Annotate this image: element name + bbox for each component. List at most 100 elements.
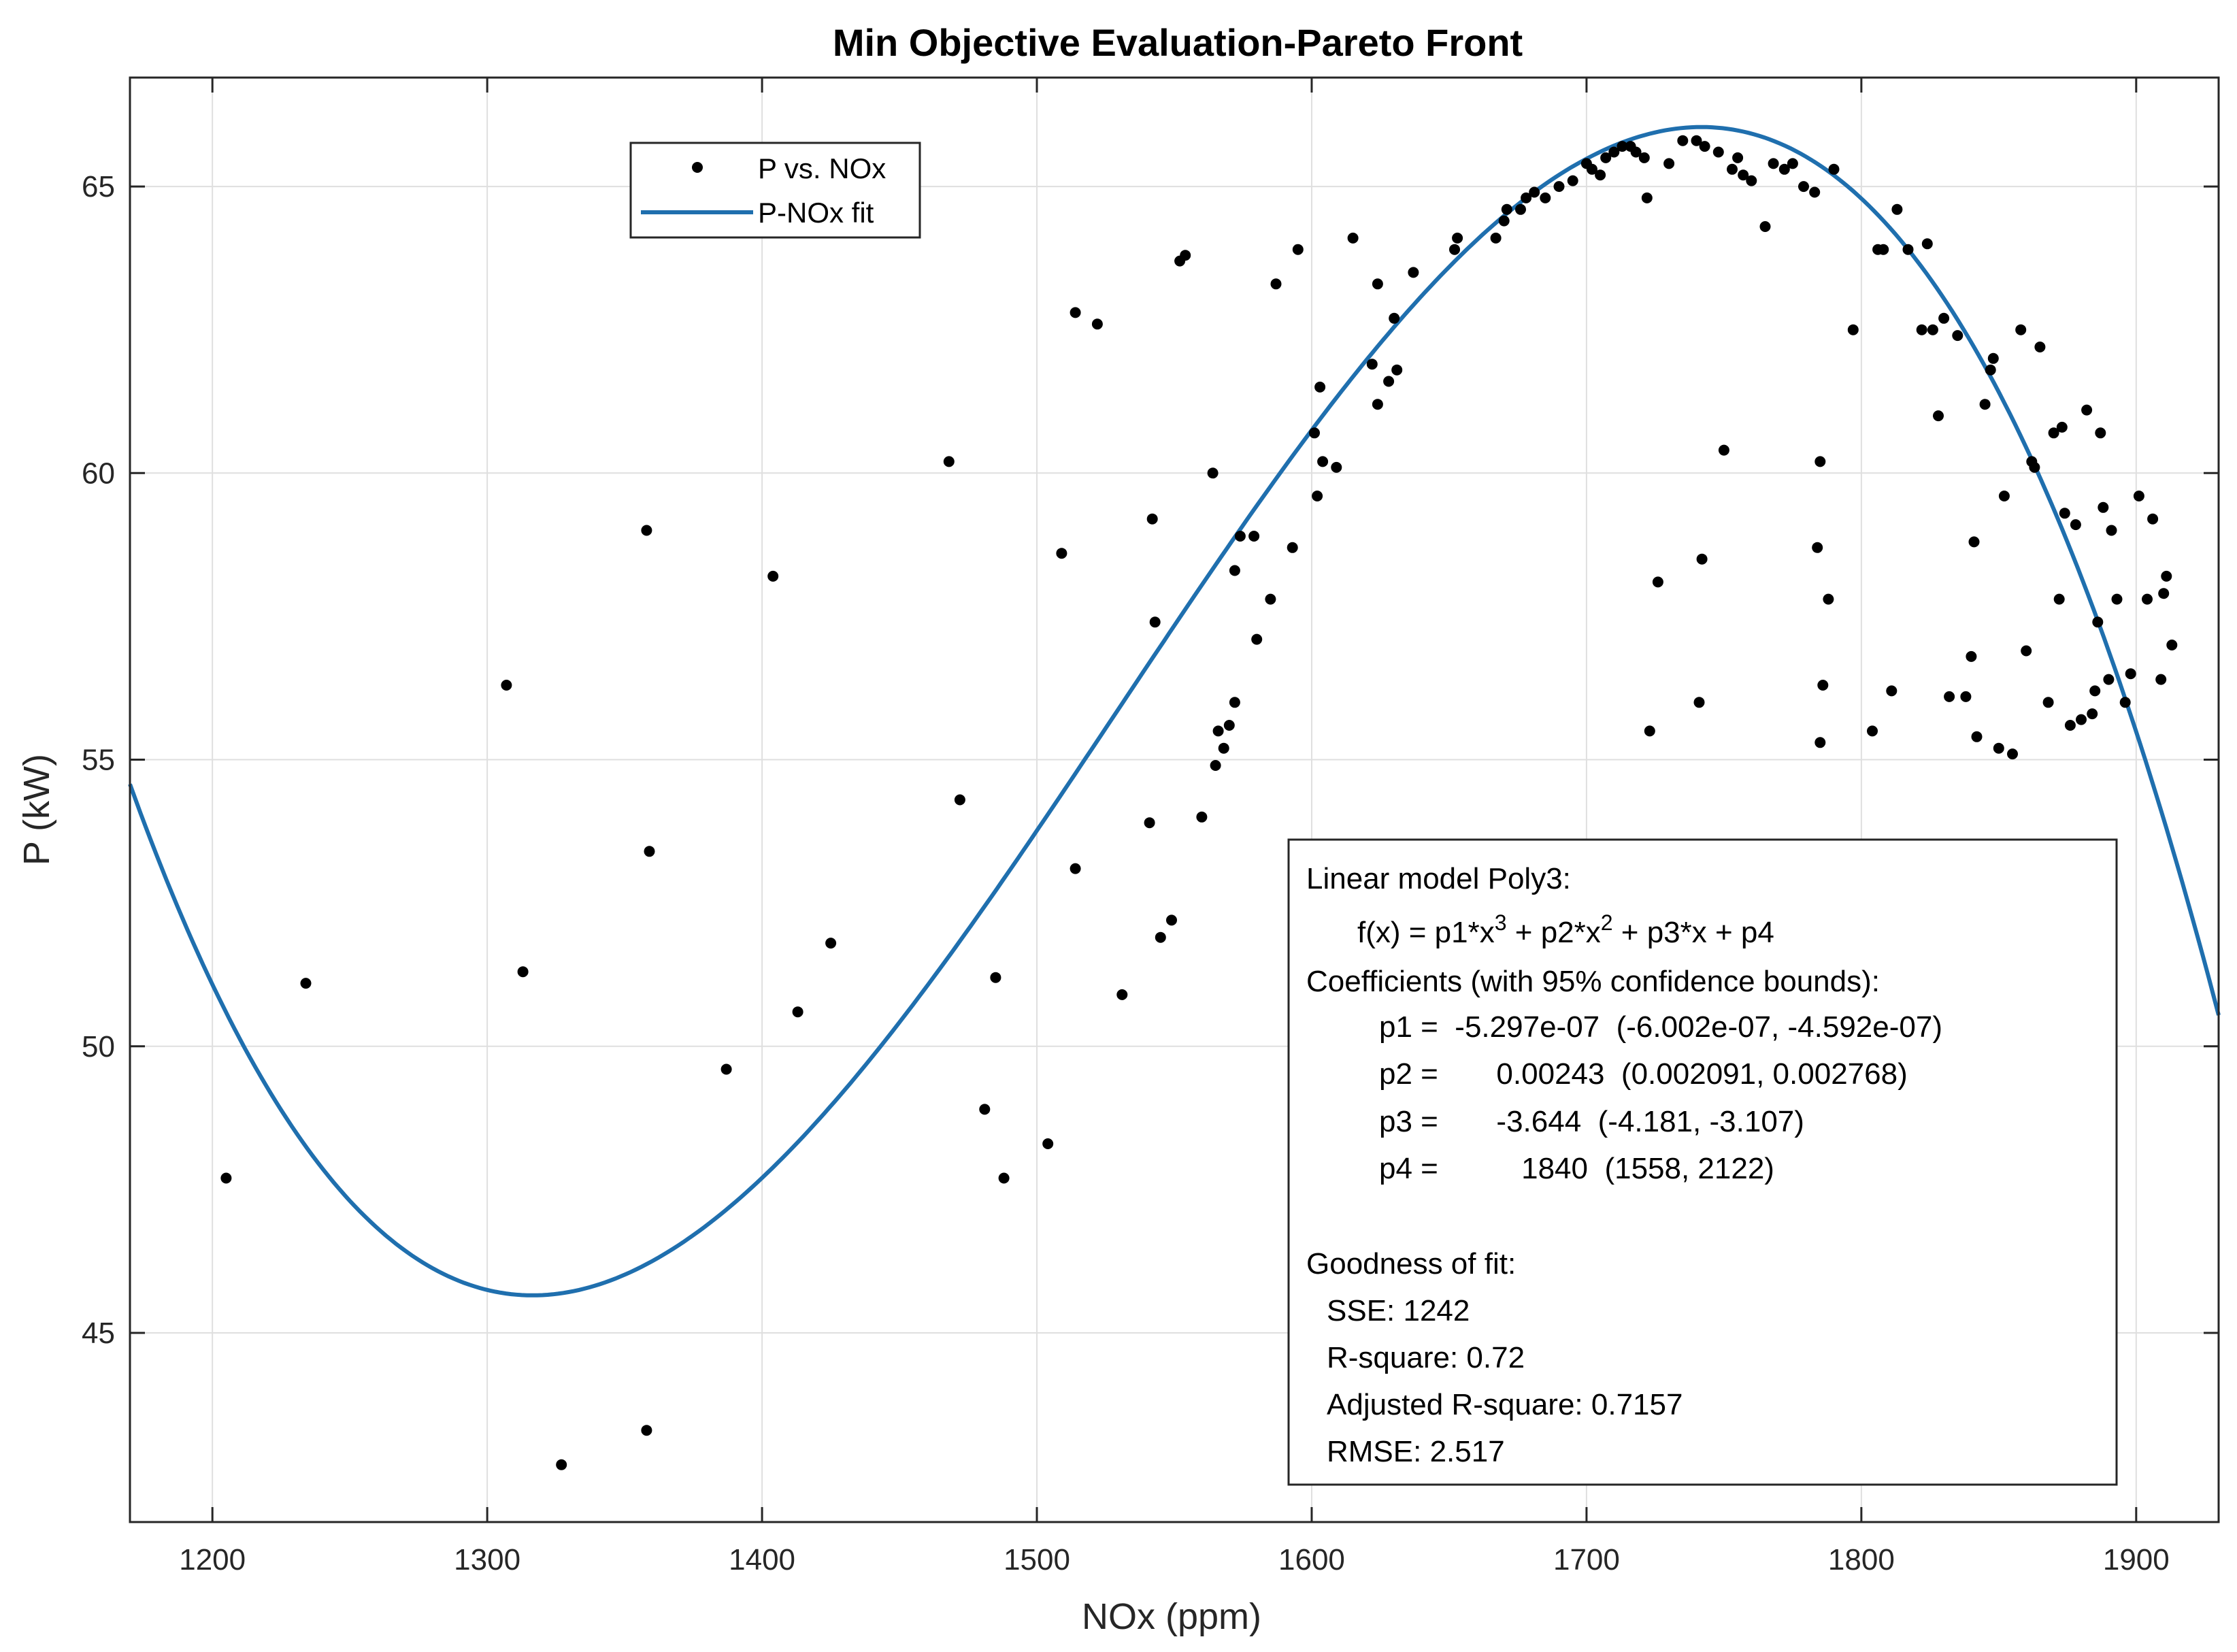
data-point (1927, 324, 1938, 335)
data-point (1746, 175, 1757, 186)
legend-marker-scatter (692, 162, 703, 173)
data-point (1452, 232, 1463, 244)
data-point (1998, 491, 2010, 501)
data-point (2048, 427, 2059, 439)
data-point (2076, 714, 2087, 725)
fit-model-name: Linear model Poly3: (1306, 862, 1571, 895)
legend-box (629, 142, 921, 239)
data-point (1809, 186, 1821, 198)
data-point (641, 525, 652, 536)
data-point (1867, 725, 1878, 737)
data-point (1815, 737, 1826, 748)
data-point (1155, 931, 1166, 943)
x-axis-ticks: 1200 1300 1400 1500 1600 1700 1800 1900 (179, 78, 2170, 1576)
data-point (1567, 175, 1578, 186)
data-point (1878, 244, 1889, 255)
data-point (1699, 141, 1710, 152)
data-point (1968, 536, 1980, 548)
data-point (1196, 811, 1208, 823)
data-point (1091, 318, 1103, 330)
data-point (1116, 989, 1128, 1000)
data-point (2015, 324, 2027, 335)
data-point (767, 570, 779, 582)
data-point (1587, 163, 1597, 175)
fit-curve (128, 125, 2221, 1298)
fit-equation-part2: + p2*x (1507, 916, 1601, 949)
data-point (2166, 640, 2178, 650)
data-point (1146, 513, 1158, 525)
coefficient-p4: p4 = 1840 (1558, 2122) (1379, 1152, 1774, 1185)
x-tick-label: 1400 (729, 1543, 795, 1576)
coefficient-p2: p2 = 0.00243 (0.002091, 0.002768) (1379, 1057, 1908, 1091)
data-point (1070, 307, 1081, 318)
data-point (1993, 742, 2004, 754)
data-point (1727, 163, 1738, 175)
data-point (954, 794, 965, 806)
data-point (1529, 186, 1540, 198)
data-point (1938, 312, 1950, 324)
coefficient-p1: p1 = -5.297e-07 (-6.002e-07, -4.592e-07) (1379, 1010, 1942, 1044)
fit-equation-exp2: 2 (1601, 910, 1613, 935)
data-point (1902, 244, 1914, 255)
data-point (1210, 760, 1221, 771)
data-point (1732, 152, 1744, 163)
y-axis-ticks: 45 50 55 60 65 (82, 170, 2219, 1350)
data-point (998, 1172, 1010, 1184)
data-point (1693, 697, 1705, 708)
chart-title: Min Objective Evaluation-Pareto Front (833, 21, 1523, 64)
data-point (1600, 152, 1612, 163)
data-point (1383, 376, 1395, 387)
data-point (1056, 548, 1067, 559)
data-point (1287, 542, 1298, 553)
y-tick-label: 60 (82, 457, 115, 490)
data-point (1759, 221, 1771, 232)
data-point (1916, 324, 1927, 335)
data-point (1391, 364, 1403, 376)
data-point (2042, 697, 2054, 708)
x-tick-label: 1900 (2103, 1543, 2170, 1576)
data-point (1501, 203, 1512, 215)
data-point (1498, 215, 1510, 227)
data-point (825, 938, 837, 949)
data-point (1886, 685, 1898, 697)
stat-r-square: R-square: 0.72 (1327, 1341, 1525, 1374)
data-point (1952, 330, 1963, 342)
data-point (556, 1459, 567, 1470)
legend-label-fit: P-NOx fit (758, 197, 874, 229)
legend: P vs. NOx P-NOx fit (629, 142, 921, 239)
data-point (1314, 381, 1326, 393)
x-tick-label: 1500 (1004, 1543, 1070, 1576)
data-point (1312, 491, 1323, 501)
data-point (2059, 508, 2070, 519)
data-point (1292, 244, 1304, 255)
data-point (1372, 399, 1383, 410)
coefficients-heading: Coefficients (with 95% confidence bounds… (1306, 965, 1880, 998)
data-point (2155, 674, 2167, 685)
data-point (2007, 748, 2018, 760)
fit-results-box: Linear model Poly3: f(x) = p1*x3 + p2*x2… (1287, 838, 2118, 1486)
data-point (1347, 232, 1359, 244)
data-point (2119, 697, 2131, 708)
data-point (1540, 192, 1551, 203)
y-tick-label: 55 (82, 744, 115, 777)
data-point (1985, 364, 1996, 376)
data-point (1389, 312, 1400, 324)
data-point (2081, 404, 2093, 416)
plot-frame (129, 76, 2220, 1523)
data-point (2053, 593, 2065, 605)
data-point (644, 846, 655, 857)
y-axis-label: P (kW) (16, 754, 57, 865)
data-point (1212, 725, 1224, 737)
data-point (1521, 192, 1532, 203)
y-tick-label: 65 (82, 170, 115, 203)
data-point (2056, 421, 2068, 433)
data-point (1663, 158, 1675, 169)
data-point (2098, 501, 2109, 513)
data-point (1608, 146, 1620, 158)
data-point (1847, 324, 1859, 335)
data-point (1042, 1138, 1054, 1149)
data-point (1933, 410, 1944, 422)
data-point (1966, 650, 1977, 662)
data-point (1738, 169, 1749, 181)
